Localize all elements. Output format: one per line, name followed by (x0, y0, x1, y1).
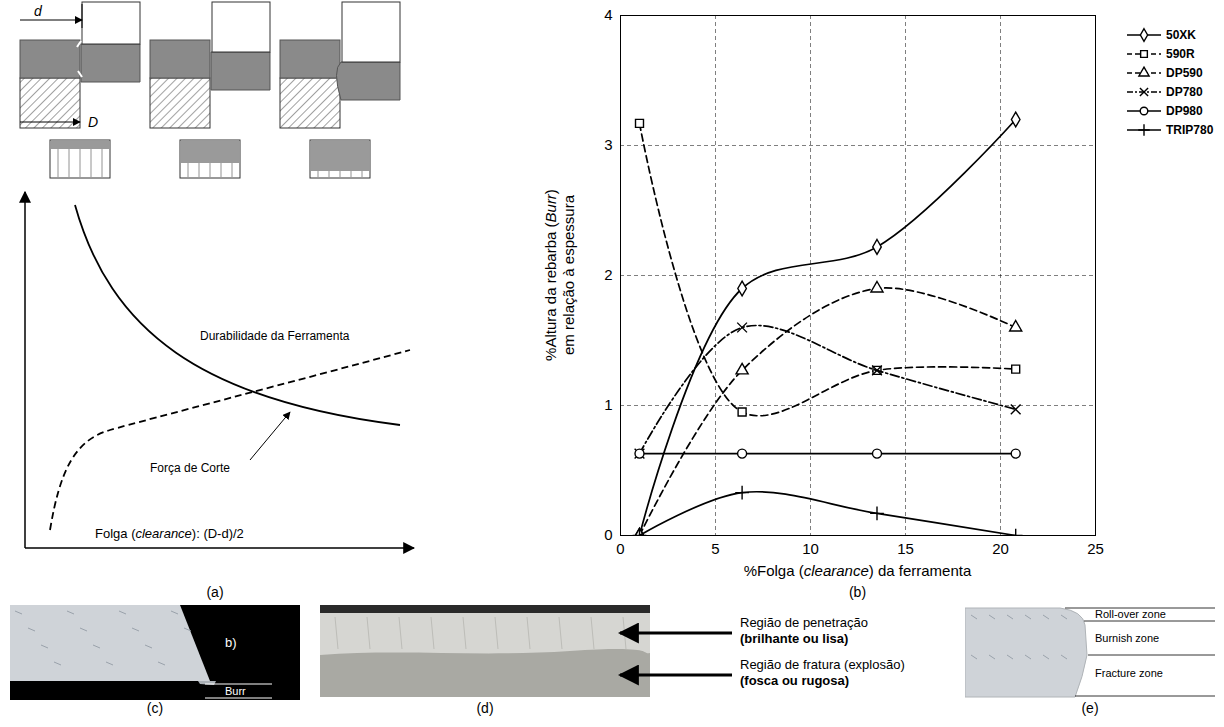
svg-text:Região de fratura (explosão): Região de fratura (explosão) (740, 657, 905, 672)
html-text:TRIP780: TRIP780 (1166, 122, 1214, 137)
svg-text:1: 1 (604, 396, 612, 413)
svg-text:d: d (34, 3, 43, 19)
svg-text:3: 3 (604, 136, 612, 153)
html-text:590R: 590R (1166, 46, 1195, 61)
html-text:%Folga (clearance) da ferramen: %Folga (clearance) da ferramenta (743, 562, 972, 579)
svg-text:15: 15 (897, 540, 914, 557)
html-text:DP590: DP590 (1166, 65, 1203, 80)
html-text:Burr: Burr (542, 194, 559, 223)
html-text:(d): (d) (476, 700, 494, 716)
svg-text:(brilhante ou lisa): (brilhante ou lisa) (740, 631, 848, 646)
svg-text:0: 0 (604, 526, 612, 543)
svg-text:Folga (clearance): (D-d)/2: Folga (clearance): (D-d)/2 (95, 526, 244, 541)
svg-text:20: 20 (992, 540, 1009, 557)
html-text:(c): (c) (146, 700, 164, 716)
html-text:(e): (e) (1081, 700, 1099, 716)
svg-text:Roll-over zone: Roll-over zone (1095, 608, 1166, 620)
svg-text:4: 4 (604, 6, 612, 23)
html-text:(a): (a) (206, 584, 224, 600)
svg-text:Durabilidade da Ferramenta: Durabilidade da Ferramenta (200, 329, 350, 343)
html-text:(b): (b) (848, 584, 867, 600)
svg-text:b): b) (225, 635, 237, 650)
svg-text:Força de Corte: Força de Corte (150, 461, 230, 475)
svg-text:Burr: Burr (225, 685, 246, 697)
svg-text:Região de penetração: Região de penetração (740, 615, 868, 630)
svg-text:0: 0 (616, 540, 624, 557)
svg-text:D: D (88, 114, 98, 130)
svg-text:10: 10 (802, 540, 819, 557)
html-text:em relação à espessura: em relação à espessura (560, 195, 577, 355)
svg-text:(fosca ou rugosa): (fosca ou rugosa) (740, 673, 849, 688)
html-text:50XK: 50XK (1166, 27, 1196, 42)
svg-text:2: 2 (604, 266, 612, 283)
svg-text:25: 25 (1087, 540, 1104, 557)
html-text:DP980: DP980 (1166, 103, 1203, 118)
svg-text:5: 5 (711, 540, 719, 557)
svg-text:Fracture zone: Fracture zone (1095, 667, 1163, 679)
html-text:%Altura da rebarba (: %Altura da rebarba ( (542, 222, 559, 361)
svg-text:Burnish zone: Burnish zone (1095, 632, 1159, 644)
html-text:DP780: DP780 (1166, 84, 1203, 99)
